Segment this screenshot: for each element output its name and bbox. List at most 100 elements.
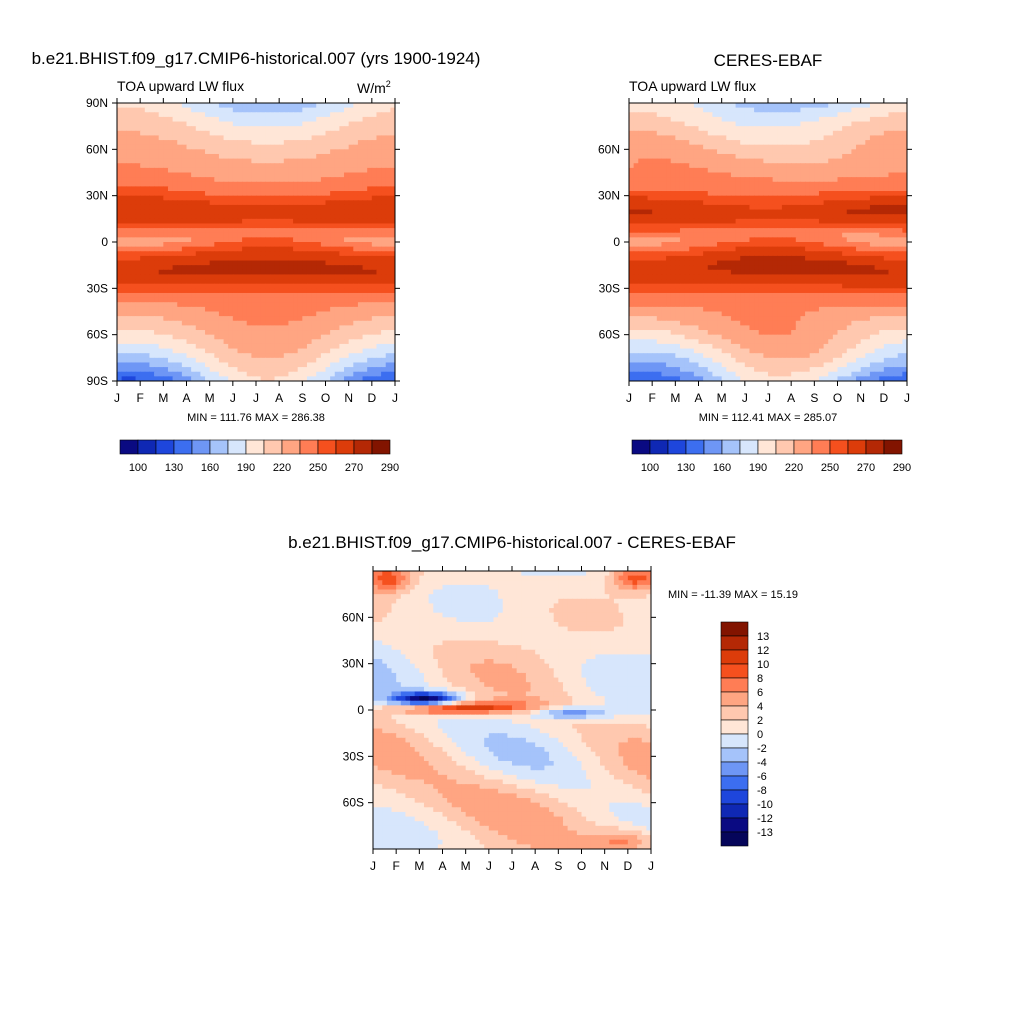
- field-cell: [348, 255, 354, 262]
- field-cell: [144, 367, 151, 373]
- field-cell: [265, 140, 271, 146]
- field-cell: [316, 121, 322, 127]
- field-cell: [251, 149, 257, 155]
- field-cell: [339, 343, 345, 350]
- field-cell: [385, 274, 391, 280]
- field-cell: [181, 228, 188, 234]
- field-cell: [237, 297, 243, 303]
- field-cell: [140, 330, 146, 336]
- field-cell: [279, 297, 285, 303]
- field-cell: [228, 103, 234, 109]
- field-cell: [325, 172, 331, 178]
- field-cell: [832, 140, 839, 146]
- field-cell: [163, 130, 169, 137]
- field-cell: [842, 130, 848, 137]
- field-cell: [344, 209, 350, 215]
- field-cell: [260, 153, 266, 160]
- field-cell: [214, 357, 220, 364]
- field-cell: [306, 181, 313, 187]
- field-cell: [177, 204, 183, 211]
- field-cell: [781, 186, 788, 192]
- field-cell: [652, 116, 658, 123]
- field-cell: [177, 297, 183, 303]
- field-cell: [376, 316, 382, 322]
- field-cell: [883, 181, 890, 187]
- field-cell: [200, 163, 206, 169]
- field-cell: [656, 149, 663, 155]
- field-cell: [163, 306, 169, 313]
- field-cell: [879, 121, 885, 127]
- field-cell: [800, 181, 806, 187]
- field-cell: [232, 172, 239, 178]
- field-cell: [311, 353, 317, 359]
- field-cell: [181, 177, 188, 183]
- field-cell: [357, 306, 364, 313]
- field-cell: [167, 191, 174, 197]
- field-cell: [689, 121, 695, 127]
- field-cell: [293, 348, 299, 354]
- field-cell: [633, 158, 639, 164]
- field-cell: [661, 144, 667, 150]
- field-cell: [385, 177, 391, 183]
- field-cell: [851, 116, 857, 123]
- field-cell: [754, 200, 760, 206]
- field-cell: [293, 353, 299, 359]
- field-cell: [339, 167, 345, 174]
- field-cell: [367, 274, 373, 280]
- field-cell: [117, 103, 123, 109]
- field-cell: [200, 320, 206, 326]
- field-cell: [195, 330, 201, 336]
- field-cell: [302, 232, 308, 238]
- field-cell: [121, 177, 127, 183]
- field-cell: [897, 158, 903, 164]
- field-cell: [707, 195, 713, 201]
- field-cell: [791, 158, 797, 164]
- field-cell: [629, 181, 635, 187]
- field-cell: [795, 181, 802, 187]
- field-cell: [684, 153, 690, 160]
- field-cell: [297, 223, 303, 229]
- field-cell: [348, 116, 354, 123]
- field-cell: [283, 167, 290, 174]
- field-cell: [228, 177, 234, 183]
- field-cell: [251, 140, 257, 146]
- field-cell: [367, 362, 373, 368]
- field-cell: [334, 195, 340, 201]
- field-cell: [800, 200, 806, 206]
- field-cell: [121, 357, 127, 364]
- field-cell: [246, 274, 252, 280]
- field-cell: [251, 343, 257, 350]
- field-cell: [809, 163, 815, 169]
- field-cell: [842, 181, 848, 187]
- field-cell: [851, 103, 857, 109]
- field-cell: [154, 204, 160, 211]
- field-cell: [888, 121, 894, 127]
- field-cell: [348, 316, 354, 322]
- field-cell: [205, 283, 211, 289]
- field-cell: [629, 130, 635, 137]
- field-cell: [274, 237, 280, 243]
- field-cell: [302, 167, 308, 174]
- field-cell: [381, 116, 387, 123]
- field-cell: [381, 255, 387, 262]
- field-cell: [390, 255, 395, 262]
- field-cell: [638, 167, 644, 174]
- field-cell: [740, 167, 746, 174]
- field-cell: [154, 116, 160, 123]
- field-cell: [357, 112, 364, 118]
- field-cell: [237, 334, 243, 340]
- field-cell: [735, 103, 741, 109]
- field-cell: [334, 339, 340, 345]
- field-cell: [237, 330, 243, 336]
- field-cell: [223, 260, 229, 266]
- field-cell: [670, 172, 676, 178]
- field-cell: [768, 172, 774, 178]
- field-cell: [874, 130, 880, 137]
- field-cell: [311, 135, 317, 141]
- field-cell: [809, 135, 815, 141]
- field-cell: [242, 371, 248, 377]
- field-cell: [832, 172, 839, 178]
- field-cell: [242, 163, 248, 169]
- field-cell: [237, 135, 243, 141]
- field-cell: [856, 112, 862, 118]
